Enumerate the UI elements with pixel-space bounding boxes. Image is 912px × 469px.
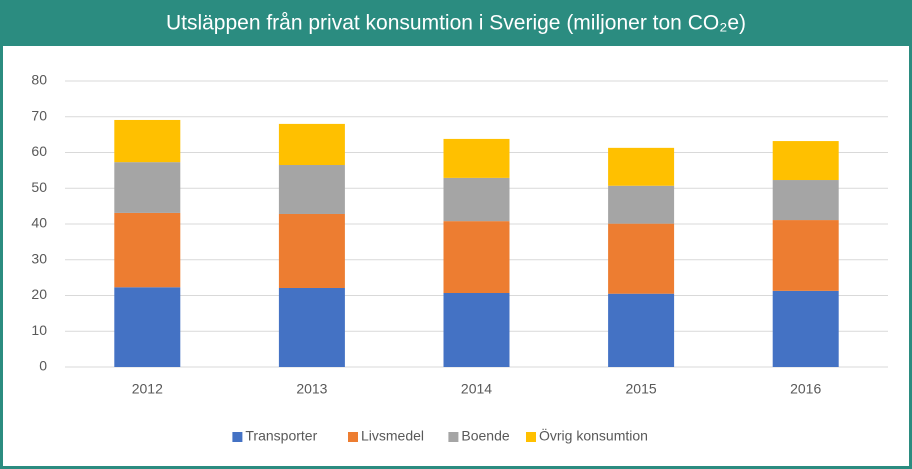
legend-swatch bbox=[348, 432, 358, 442]
legend-swatch bbox=[526, 432, 536, 442]
bar-segment bbox=[278, 287, 345, 367]
legend-label: Övrig konsumtion bbox=[539, 427, 648, 444]
y-tick-label: 60 bbox=[31, 143, 47, 159]
bar-segment bbox=[443, 138, 510, 178]
bar-segment bbox=[772, 180, 839, 221]
bar-segment bbox=[608, 223, 675, 294]
bar-segment bbox=[608, 293, 675, 367]
bar-segment bbox=[443, 177, 510, 222]
bar-segment bbox=[114, 119, 181, 163]
bar-segment bbox=[114, 287, 181, 367]
legend-label: Livsmedel bbox=[361, 428, 424, 444]
chart-title: Utsläppen från privat konsumtion i Sveri… bbox=[166, 12, 746, 35]
legend-swatch bbox=[232, 432, 243, 442]
legend-label: Boende bbox=[461, 428, 509, 444]
y-tick-label: 50 bbox=[31, 179, 47, 195]
y-tick-label: 20 bbox=[31, 286, 47, 302]
y-tick-label: 10 bbox=[31, 322, 47, 338]
y-tick-label: 0 bbox=[39, 358, 47, 374]
bar-segment bbox=[114, 212, 181, 288]
bar-segment bbox=[278, 123, 345, 166]
bar-segment bbox=[772, 141, 839, 181]
legend-swatch bbox=[448, 432, 459, 442]
x-tick-label: 2013 bbox=[296, 381, 327, 397]
y-tick-label: 40 bbox=[31, 215, 47, 231]
x-tick-label: 2016 bbox=[790, 381, 821, 397]
y-tick-label: 70 bbox=[31, 107, 47, 123]
bar-segment bbox=[114, 162, 181, 213]
bar-segment bbox=[608, 185, 675, 224]
y-tick-label: 80 bbox=[31, 72, 47, 88]
bar-segment bbox=[772, 290, 839, 367]
bar-segment bbox=[443, 292, 510, 367]
x-tick-label: 2014 bbox=[461, 381, 492, 397]
bar-segment bbox=[772, 220, 839, 291]
bar-segment bbox=[443, 221, 510, 293]
y-tick-label: 30 bbox=[31, 250, 47, 266]
bar-segment bbox=[278, 213, 345, 288]
bar-segment bbox=[278, 165, 345, 214]
x-tick-label: 2012 bbox=[132, 381, 163, 397]
title-bar bbox=[0, 0, 912, 46]
legend-label: Transporter bbox=[245, 428, 317, 444]
x-tick-label: 2015 bbox=[626, 381, 657, 397]
bar-segment bbox=[608, 147, 675, 186]
